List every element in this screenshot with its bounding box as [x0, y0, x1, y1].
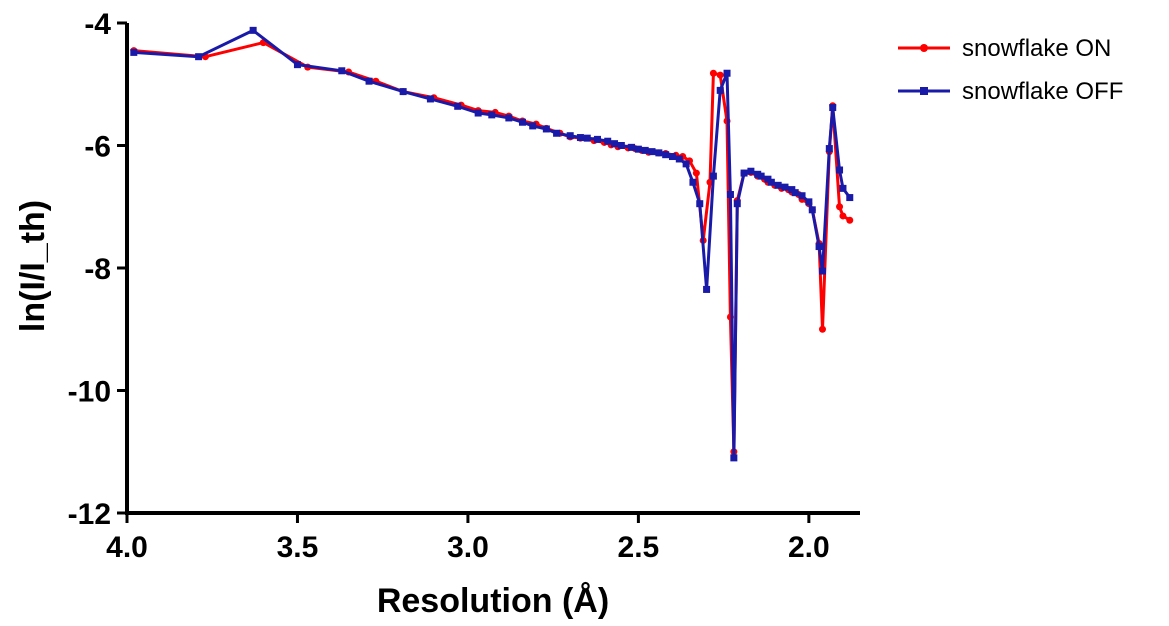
data-point: [747, 167, 755, 175]
data-point: [767, 178, 775, 186]
data-point: [454, 102, 462, 110]
data-point: [716, 86, 724, 94]
data-point: [542, 125, 550, 133]
data-point: [365, 77, 373, 85]
data-point: [668, 153, 676, 161]
axes: -4 -6 -8 -10 -124.0 3.5 3.0 2.5 2.0: [68, 8, 860, 564]
y-tick-label: -10: [68, 376, 111, 409]
data-point: [604, 137, 612, 145]
x-tick-label: 2.0: [788, 531, 830, 564]
data-point: [634, 145, 642, 153]
data-point: [293, 61, 301, 69]
data-point: [781, 183, 789, 191]
data-point: [518, 118, 526, 126]
data-point: [692, 169, 700, 177]
data-point: [798, 192, 806, 200]
data-point: [839, 212, 847, 220]
data-point: [529, 122, 537, 130]
legend-item: snowflake ON: [898, 35, 1111, 62]
data-point: [249, 26, 257, 34]
x-axis-title: Resolution (Å): [377, 582, 609, 620]
y-axis-title: ln(I/I_th): [14, 200, 52, 332]
series-2: [130, 26, 854, 462]
data-point: [648, 148, 656, 156]
legend: snowflake ON snowflake OFF: [898, 35, 1123, 105]
legend-label: snowflake ON: [962, 35, 1111, 62]
x-tick-label: 4.0: [106, 531, 148, 564]
data-point: [593, 135, 601, 143]
y-tick-label: -6: [84, 131, 111, 164]
series-layer: [130, 26, 854, 462]
data-point: [675, 155, 683, 163]
data-point: [566, 132, 574, 140]
data-point: [641, 146, 649, 154]
data-point: [836, 203, 844, 211]
legend-marker: [920, 87, 928, 95]
data-point: [399, 88, 407, 96]
data-point: [757, 172, 765, 180]
data-point: [815, 243, 823, 251]
data-point: [505, 114, 513, 122]
data-point: [846, 194, 854, 202]
legend-marker: [920, 44, 928, 52]
legend-label: snowflake OFF: [962, 78, 1123, 105]
data-point: [726, 191, 734, 198]
y-tick-label: -12: [68, 498, 111, 531]
data-point: [611, 140, 619, 148]
data-point: [617, 142, 625, 149]
data-point: [740, 169, 748, 177]
data-point: [716, 71, 724, 79]
data-point: [723, 69, 731, 77]
data-point: [825, 145, 833, 153]
data-point: [696, 200, 704, 208]
legend-item: snowflake OFF: [898, 78, 1123, 105]
data-point: [703, 285, 711, 293]
data-point: [553, 129, 561, 137]
data-point: [791, 189, 799, 197]
data-point: [774, 181, 782, 189]
data-point: [474, 109, 482, 117]
x-tick-label: 3.5: [277, 531, 319, 564]
data-point: [426, 95, 434, 103]
data-point: [709, 172, 717, 180]
x-tick-label: 3.0: [447, 531, 489, 564]
series-line: [133, 28, 852, 460]
data-point: [689, 178, 697, 186]
series-line: [133, 41, 851, 454]
data-point: [829, 104, 837, 112]
data-point: [709, 69, 717, 77]
data-point: [583, 134, 591, 142]
y-tick-label: -4: [84, 8, 111, 41]
data-point: [733, 200, 741, 208]
series-1: [130, 39, 854, 456]
data-point: [576, 134, 584, 142]
data-point: [818, 267, 826, 275]
data-point: [130, 48, 138, 56]
y-tick-label: -8: [84, 253, 111, 286]
data-point: [195, 53, 203, 61]
data-point: [805, 198, 813, 206]
x-tick-label: 2.5: [618, 531, 660, 564]
data-point: [818, 325, 826, 333]
data-point: [628, 143, 636, 151]
data-point: [682, 160, 690, 168]
data-point: [338, 67, 346, 75]
data-point: [655, 149, 663, 157]
data-point: [730, 454, 738, 462]
data-point: [836, 166, 844, 174]
data-point: [808, 206, 816, 214]
data-point: [846, 216, 854, 224]
data-point: [839, 184, 847, 192]
data-point: [662, 151, 670, 159]
data-point: [488, 111, 496, 119]
